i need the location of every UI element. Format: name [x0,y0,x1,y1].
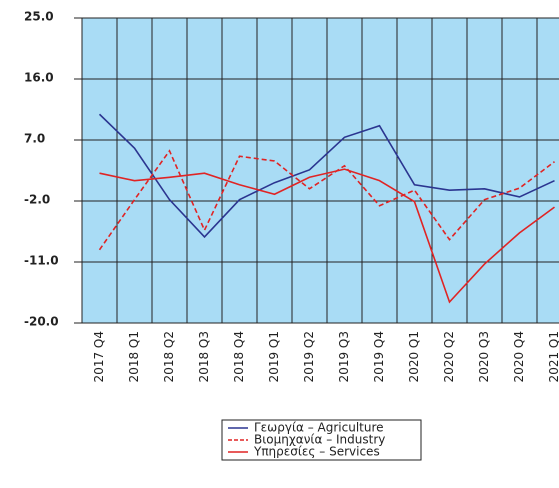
legend-label: Γεωργία – Agriculture [254,421,384,435]
x-tick-label: 2020 Q4 [512,331,526,382]
x-tick-label: 2018 Q1 [127,331,141,382]
x-tick-label: 2020 Q2 [442,331,456,382]
x-tick-label: 2020 Q1 [407,331,421,382]
y-tick-label: -20.0 [24,315,59,329]
y-tick-label: 25.0 [24,10,54,24]
x-tick-label: 2017 Q4 [92,331,106,382]
plot-background [82,18,559,323]
line-series [98,113,555,239]
legend-box [221,419,422,461]
y-tick-label: -11.0 [24,254,59,268]
legend-label: Βιομηχανία – Industry [254,433,385,447]
y-tick-label: 7.0 [24,132,45,146]
x-tick-label: 2020 Q3 [477,331,491,382]
line-series [99,168,555,304]
x-tick-label: 2021 Q1 [547,331,559,382]
y-tick-label: 16.0 [24,71,54,85]
x-tick-label: 2019 Q2 [302,331,316,382]
x-tick-label: 2018 Q2 [162,331,176,382]
x-tick-label: 2019 Q4 [372,331,386,382]
y-tick-label: -2.0 [24,193,50,207]
legend-label: Υπηρεσίες – Services [253,445,380,459]
x-tick-label: 2018 Q4 [232,331,246,382]
x-tick-label: 2019 Q3 [337,331,351,382]
x-tick-label: 2018 Q3 [197,331,211,382]
x-tick-label: 2019 Q1 [267,331,281,382]
